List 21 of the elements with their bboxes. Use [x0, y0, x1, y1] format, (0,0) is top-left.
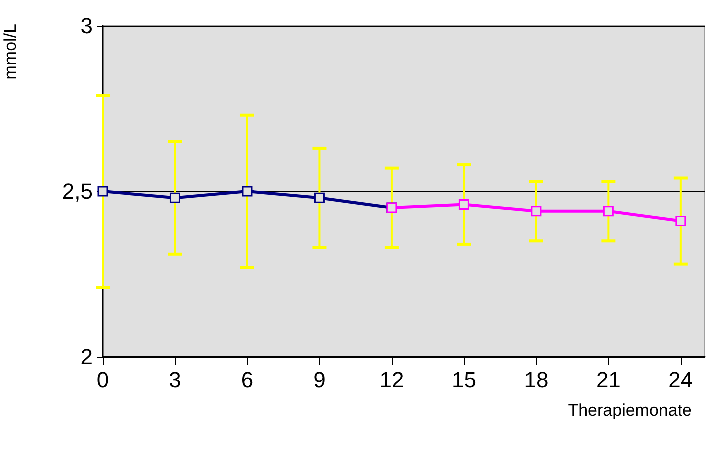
y-tick-label: 2,5: [62, 179, 93, 204]
y-tick-label: 2: [80, 344, 93, 370]
point: [458, 199, 470, 210]
y-axis-title: mmol/L: [1, 24, 20, 80]
x-tick-label: 21: [596, 368, 621, 392]
point: [676, 216, 686, 227]
point: [170, 192, 180, 204]
x-axis-title: Therapiemonate: [568, 401, 692, 420]
x-tick-label: 6: [241, 368, 254, 392]
point: [242, 186, 253, 197]
x-tick-label: 3: [169, 368, 182, 392]
x-tick-label: 24: [668, 368, 694, 392]
y-tick-label: 3: [80, 14, 93, 38]
x-tick-label: 9: [314, 368, 326, 392]
point: [314, 192, 325, 204]
x-tick-label: 0: [96, 368, 110, 392]
point: [531, 206, 542, 217]
x-tick-label: 15: [452, 368, 476, 392]
point: [603, 206, 614, 217]
x-tick-label: 12: [380, 368, 404, 392]
x-tick-label: 18: [524, 368, 549, 392]
